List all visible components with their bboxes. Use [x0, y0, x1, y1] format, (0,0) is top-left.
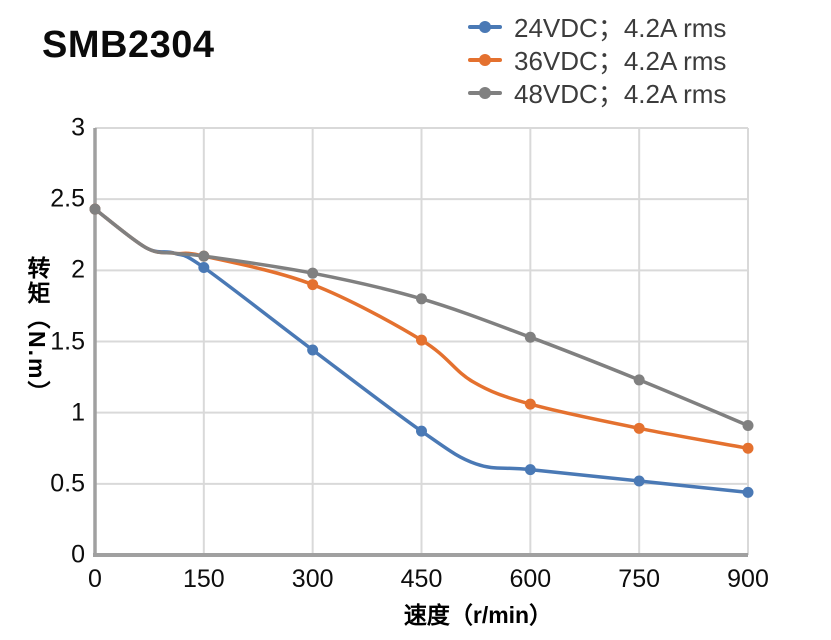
- series-marker-2: [307, 267, 319, 279]
- series-marker-2: [742, 419, 754, 431]
- series-marker-0: [524, 464, 536, 476]
- legend-item-label: 24VDC；4.2A rms: [514, 13, 727, 43]
- x-tick-label: 0: [88, 565, 102, 593]
- y-tick-label: 2.5: [50, 184, 85, 213]
- x-tick-label: 450: [400, 565, 443, 593]
- y-axis-title: 转矩（N.m）: [24, 256, 50, 406]
- y-tick-label: 0.5: [50, 469, 85, 498]
- legend-item-36vdc: 36VDC；4.2A rms: [468, 45, 818, 76]
- series-marker-1: [416, 334, 427, 346]
- series-line-2: [93, 207, 750, 428]
- series-marker-2: [524, 331, 536, 343]
- x-tick-label: 750: [618, 565, 661, 593]
- y-tick-label: 1: [71, 398, 85, 427]
- series-marker-1: [307, 279, 319, 291]
- plot-area: [89, 127, 754, 557]
- series-marker-0: [198, 261, 210, 273]
- series-marker-2: [89, 203, 101, 215]
- series-marker-2: [633, 374, 645, 386]
- series-marker-1: [633, 422, 645, 434]
- legend: 24VDC；4.2A rms 36VDC；4.2A rms 48VDC；4.2A…: [468, 12, 818, 109]
- x-tick-label: 300: [291, 565, 334, 593]
- series-marker-1: [742, 442, 754, 454]
- legend-item-48vdc: 48VDC；4.2A rms: [468, 78, 818, 109]
- y-tick-label: 2: [71, 255, 85, 284]
- series-marker-1: [524, 398, 536, 410]
- y-tick-label: 3: [71, 113, 85, 142]
- x-tick-label: 600: [509, 565, 552, 593]
- legend-dot-icon: [479, 53, 491, 66]
- series-marker-0: [416, 425, 427, 437]
- page-title: SMB2304: [42, 24, 215, 66]
- legend-dot-icon: [479, 20, 491, 33]
- series-marker-2: [416, 293, 427, 305]
- y-tick-label: 1.5: [50, 327, 85, 355]
- y-tick-label: 0: [71, 540, 85, 569]
- series-marker-0: [307, 344, 319, 356]
- legend-item-label: 36VDC；4.2A rms: [514, 46, 727, 76]
- legend-line-marker-icon: [468, 53, 502, 66]
- legend-line-marker-icon: [468, 20, 502, 33]
- series-marker-0: [633, 475, 645, 487]
- legend-dot-icon: [479, 86, 491, 99]
- x-tick-label: 150: [182, 565, 225, 593]
- legend-line-marker-icon: [468, 86, 502, 99]
- x-tick-label: 900: [727, 565, 769, 593]
- legend-item-24vdc: 24VDC；4.2A rms: [468, 12, 818, 43]
- series-marker-2: [198, 250, 210, 262]
- series-marker-0: [742, 486, 754, 498]
- legend-item-label: 48VDC；4.2A rms: [514, 79, 727, 109]
- x-axis-title: 速度（r/min）: [403, 602, 553, 628]
